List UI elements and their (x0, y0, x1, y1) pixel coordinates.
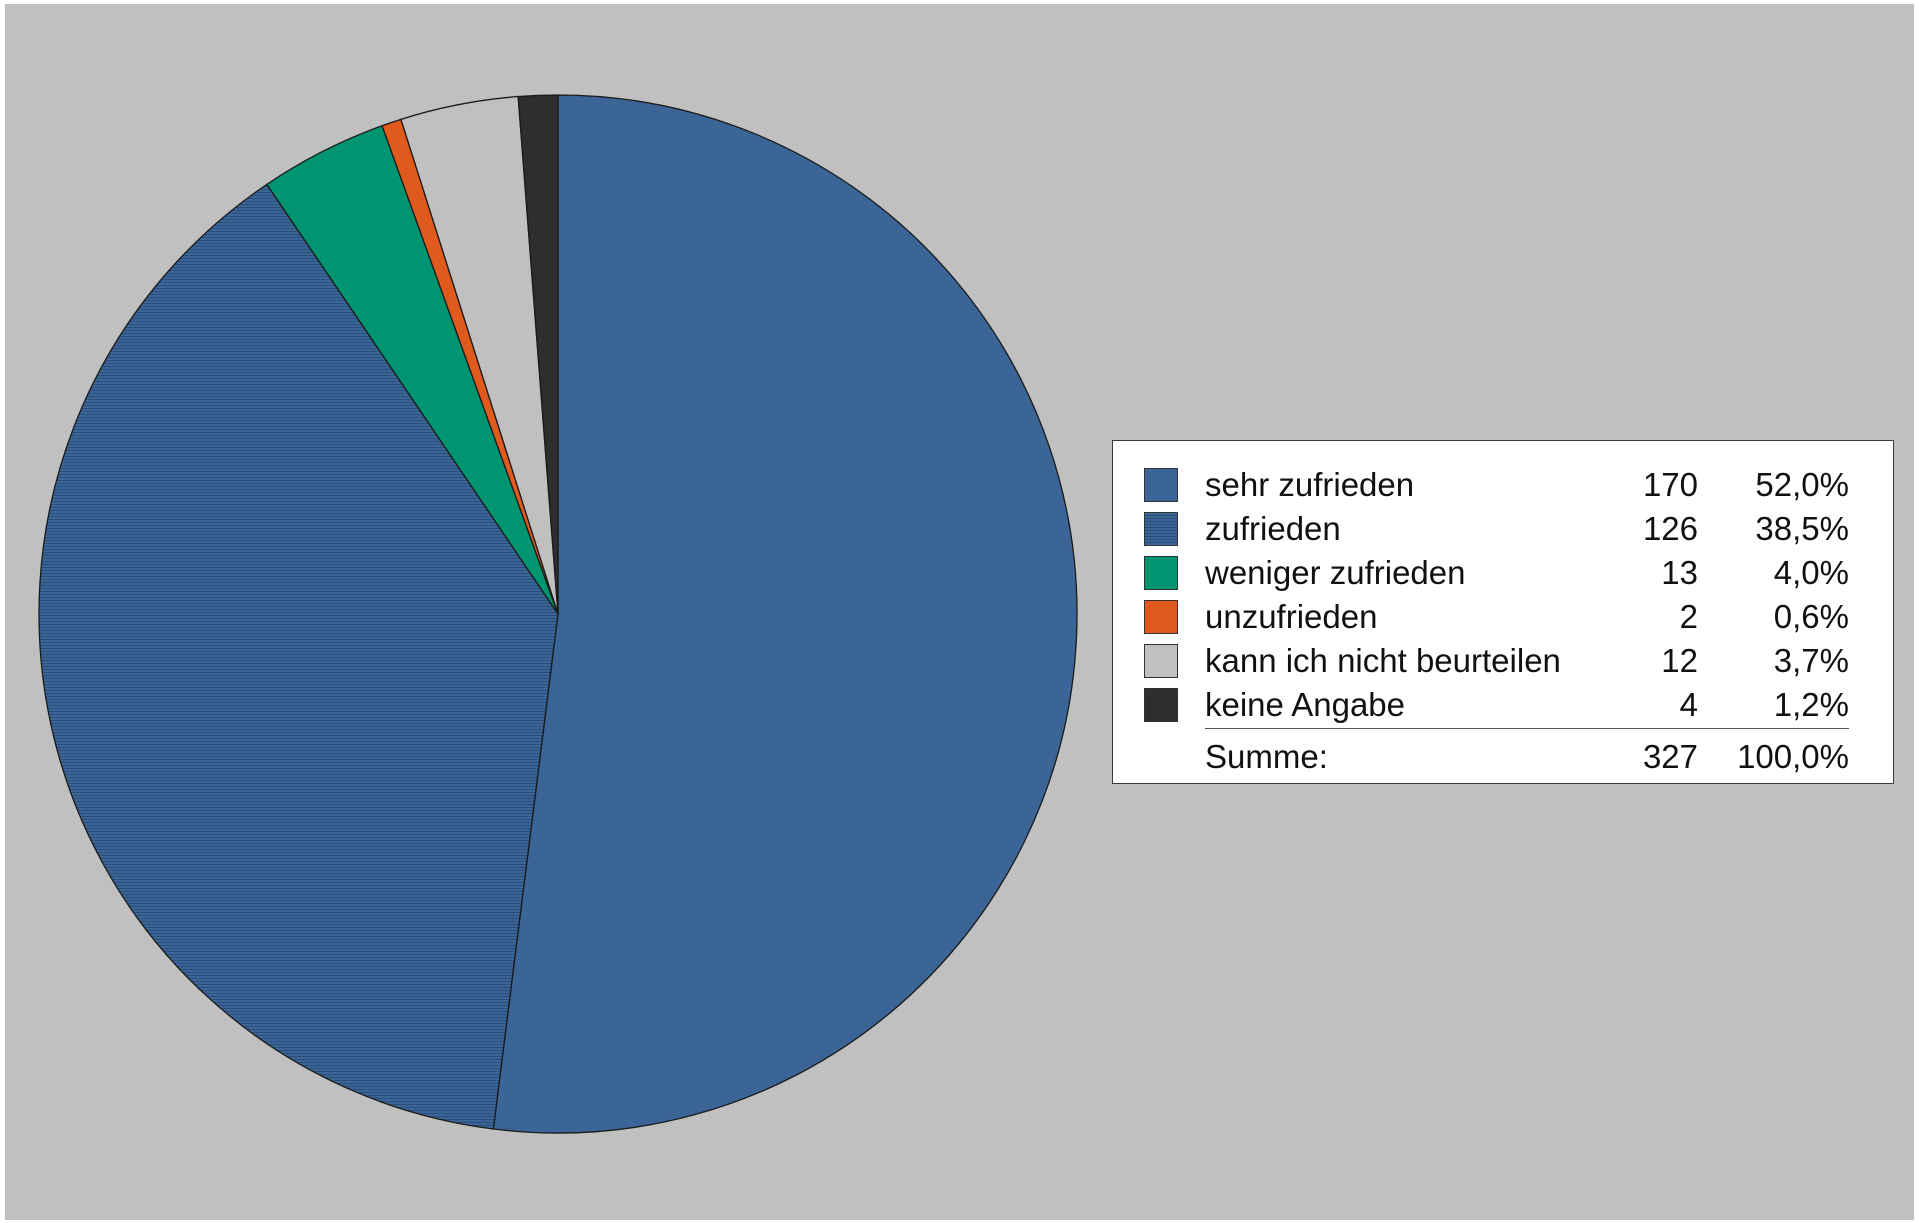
legend-total-label: Summe: (1205, 738, 1328, 775)
pie-slice-sehr-zufrieden (492, 94, 1078, 1134)
legend-swatch (1144, 644, 1178, 678)
legend-row: weniger zufrieden 13 4,0% (1113, 551, 1893, 595)
legend-total-row: Summe: 327 100,0% (1113, 735, 1893, 779)
legend-percent: 3,7% (1773, 642, 1849, 679)
pie-slice-zufrieden (38, 183, 559, 1130)
legend-percent: 1,2% (1773, 686, 1849, 723)
legend-percent: 0,6% (1773, 598, 1849, 635)
legend-total-count: 327 (1642, 738, 1698, 775)
legend-label: zufrieden (1205, 510, 1341, 547)
legend-row: kann ich nicht beurteilen 12 3,7% (1113, 639, 1893, 683)
legend-label: keine Angabe (1205, 686, 1406, 723)
legend-row: unzufrieden 2 0,6% (1113, 595, 1893, 639)
legend-label: weniger zufrieden (1205, 554, 1466, 591)
legend-count: 126 (1642, 510, 1698, 547)
legend-total-percent: 100,0% (1737, 738, 1849, 775)
legend-percent: 4,0% (1773, 554, 1849, 591)
legend-count: 13 (1661, 554, 1698, 591)
legend: sehr zufrieden 170 52,0% zufrieden 126 3… (1112, 440, 1894, 784)
legend-label: unzufrieden (1205, 598, 1378, 635)
legend-swatch (1144, 600, 1178, 634)
legend-row: keine Angabe 4 1,2% (1113, 683, 1893, 727)
pie-slice-keine-angabe (517, 94, 559, 615)
legend-count: 4 (1679, 686, 1698, 723)
legend-count: 2 (1679, 598, 1698, 635)
legend-percent: 52,0% (1755, 466, 1849, 503)
legend-row: sehr zufrieden 170 52,0% (1113, 463, 1893, 507)
legend-row: zufrieden 126 38,5% (1113, 507, 1893, 551)
legend-label: kann ich nicht beurteilen (1205, 642, 1561, 679)
legend-count: 170 (1642, 466, 1698, 503)
pie-slices (38, 94, 1078, 1134)
legend-swatch (1144, 556, 1178, 590)
legend-count: 12 (1661, 642, 1698, 679)
legend-swatch (1144, 512, 1178, 546)
legend-swatch (1144, 468, 1178, 502)
legend-swatch (1144, 688, 1178, 722)
legend-label: sehr zufrieden (1205, 466, 1415, 503)
legend-divider (1205, 728, 1849, 729)
legend-percent: 38,5% (1755, 510, 1849, 547)
